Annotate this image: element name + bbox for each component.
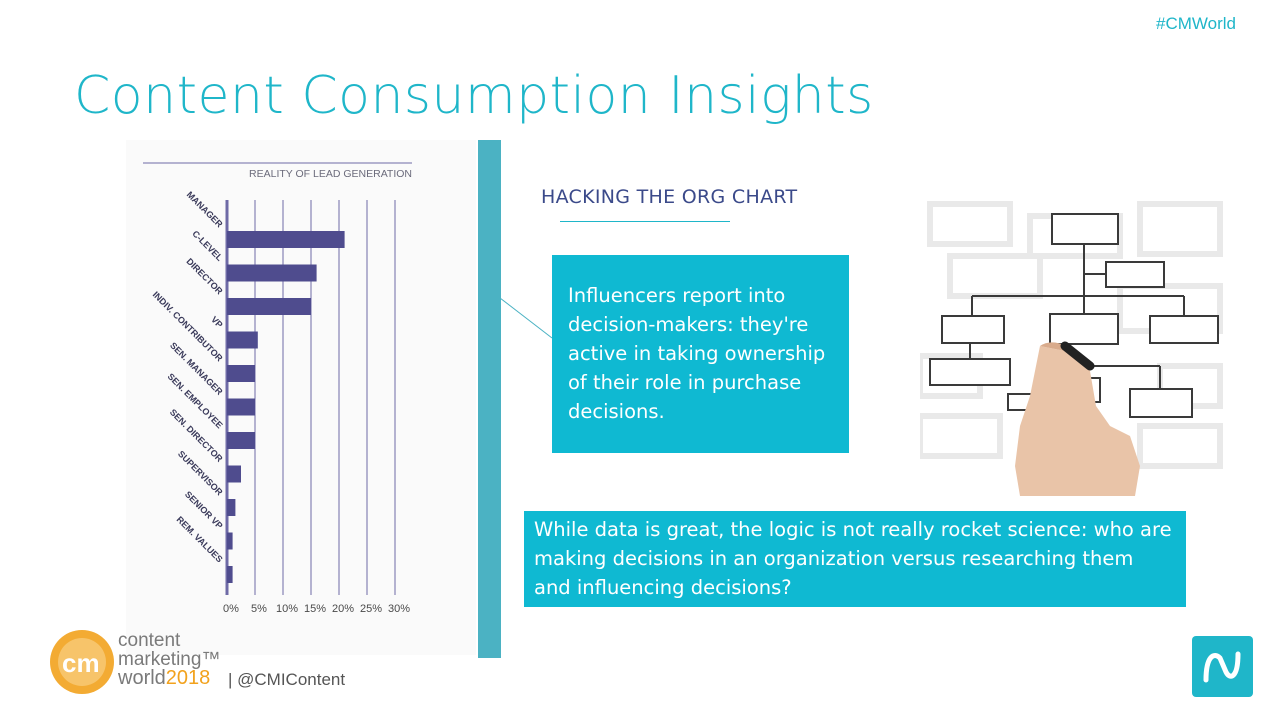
x-tick-label: 20% xyxy=(332,603,354,615)
logo-mark-text: cm xyxy=(62,648,100,678)
bar xyxy=(227,264,317,282)
subhead: HACKING THE ORG CHART xyxy=(541,186,798,208)
logo-text-world-word: world xyxy=(118,667,166,689)
subhead-underline xyxy=(560,221,730,222)
category-label: DIRECTOR xyxy=(184,256,225,297)
category-label: C-LEVEL xyxy=(190,229,225,264)
x-tick-label: 30% xyxy=(388,603,410,615)
cmworld-logo: cm xyxy=(50,630,114,694)
hashtag: #CMWorld xyxy=(1156,14,1236,33)
chart-svg: REALITY OF LEAD GENERATION 0% 5% 10% 15% 20% 2… xyxy=(143,162,412,615)
logo-text-world: world2018 xyxy=(118,668,210,688)
org-chart-illustration xyxy=(920,201,1223,496)
bar xyxy=(227,566,233,583)
x-tick-label: 10% xyxy=(276,603,298,615)
vertical-divider xyxy=(478,140,501,658)
bar xyxy=(227,398,255,416)
connector-line xyxy=(500,298,553,339)
category-label: VP xyxy=(209,314,225,330)
hand-with-marker xyxy=(1015,341,1140,496)
x-tick-label: 5% xyxy=(251,603,267,615)
bar xyxy=(227,298,311,315)
influencers-callout: Influencers report into decision-makers:… xyxy=(552,255,849,453)
lead-generation-chart: REALITY OF LEAD GENERATION 0% 5% 10% 15% 20% 2… xyxy=(126,140,476,655)
logic-callout: While data is great, the logic is not re… xyxy=(524,511,1186,607)
bar xyxy=(227,532,233,550)
bar xyxy=(227,465,241,483)
influencers-callout-text: Influencers report into decision-makers:… xyxy=(568,284,826,423)
bar xyxy=(227,365,255,382)
logo-text-content: content xyxy=(118,630,181,651)
bar xyxy=(227,499,236,516)
category-label: MANAGER xyxy=(185,189,225,229)
twitter-handle: | @CMIContent xyxy=(228,670,346,689)
bar xyxy=(227,432,255,449)
bar xyxy=(227,231,345,248)
logo-text-marketing: marketing™ xyxy=(118,649,221,670)
x-tick-label: 25% xyxy=(360,603,382,615)
logo-year: 2018 xyxy=(165,667,211,689)
bar xyxy=(227,331,258,349)
logic-callout-text: While data is great, the logic is not re… xyxy=(534,518,1172,599)
slide-title: Content Consumption Insights xyxy=(74,66,874,126)
n-logo-icon xyxy=(1192,636,1253,697)
chart-title: REALITY OF LEAD GENERATION xyxy=(249,168,412,180)
x-tick-label: 0% xyxy=(223,603,239,615)
x-tick-label: 15% xyxy=(304,603,326,615)
